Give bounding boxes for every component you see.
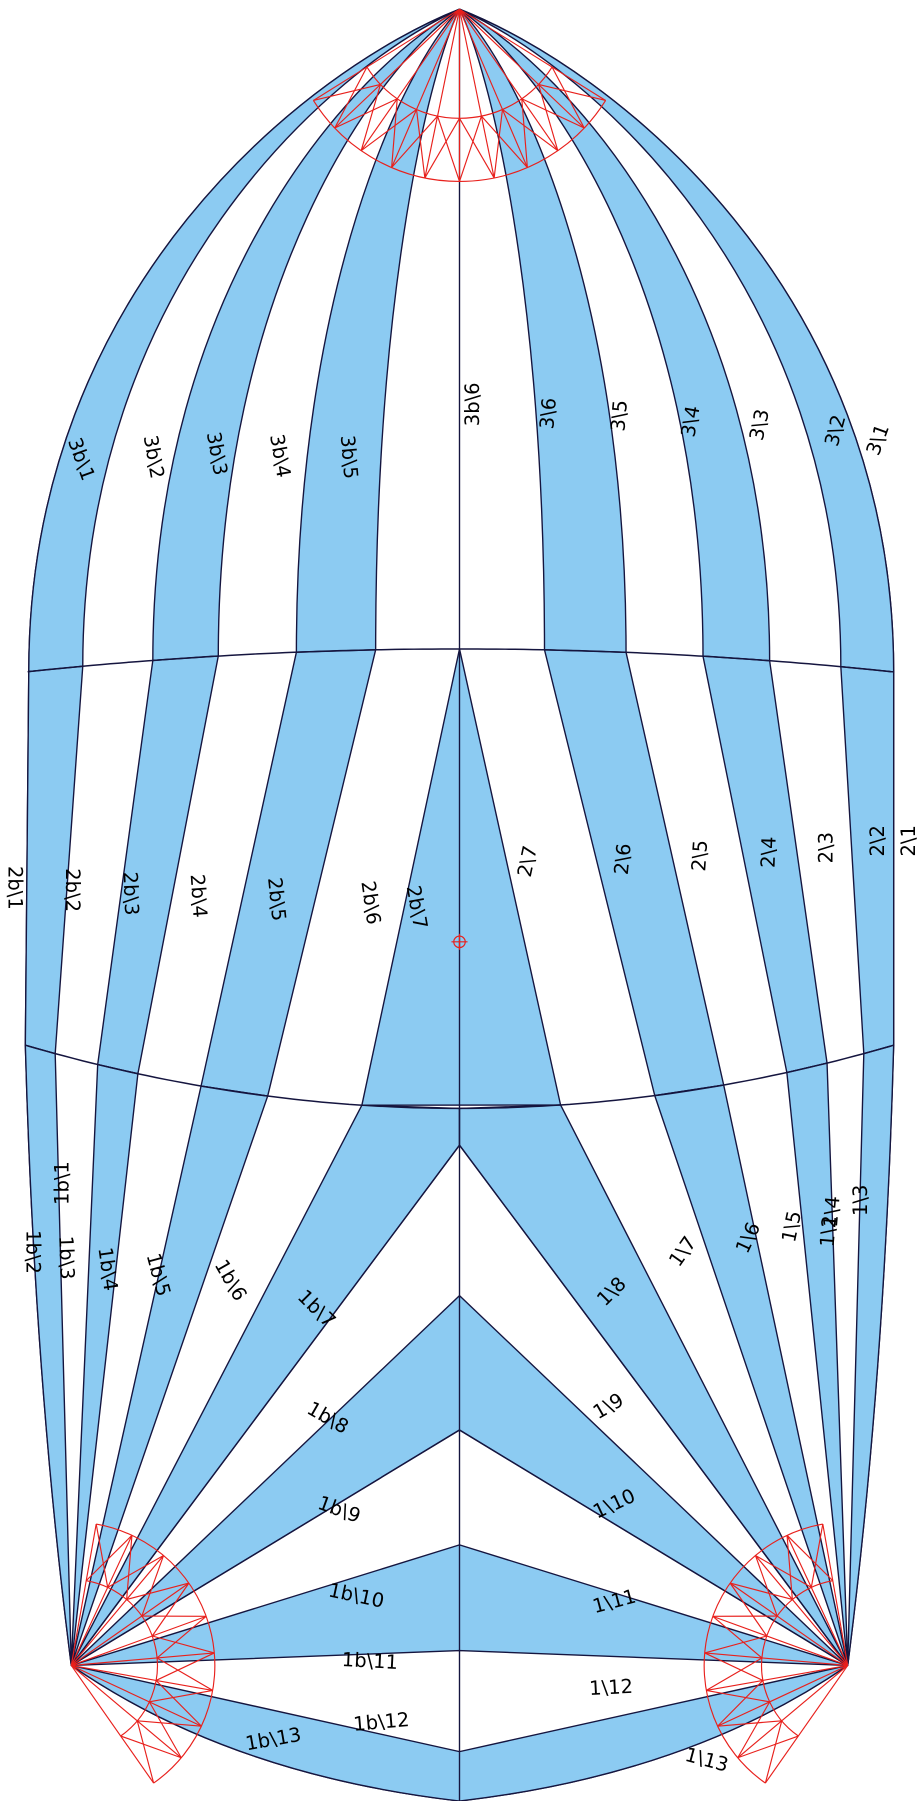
panel-label: 1b\12 bbox=[352, 1708, 410, 1736]
panel-label: 3\6 bbox=[535, 397, 561, 430]
panel-label: 3b\5 bbox=[336, 434, 363, 480]
construction-line bbox=[765, 1721, 781, 1783]
construction-line bbox=[137, 1721, 153, 1783]
panel-label: 1b\2 bbox=[22, 1230, 45, 1274]
panel-label: 1\2 bbox=[816, 1215, 842, 1248]
panel-label: 1b\1 bbox=[51, 1161, 74, 1205]
sail-diagram: 3b\13b\23b\33b\43b\53b\63\63\53\43\33\23… bbox=[0, 0, 919, 1801]
panel-label: 2\6 bbox=[610, 842, 636, 876]
construction-line bbox=[738, 1736, 799, 1758]
panel-label: 2\1 bbox=[897, 825, 919, 856]
panel-label: 2\5 bbox=[687, 839, 712, 872]
panel-label: 1b\3 bbox=[54, 1235, 79, 1280]
panel-label: 1\12 bbox=[589, 1675, 634, 1700]
panel-label: 2\2 bbox=[866, 825, 889, 856]
panel-label: 3\1 bbox=[862, 421, 894, 458]
panel-label: 1b\4 bbox=[93, 1246, 122, 1293]
panel-label: 2b\2 bbox=[61, 868, 84, 912]
panel-label: 2\4 bbox=[757, 836, 781, 868]
panel-label: 1\13 bbox=[683, 1743, 731, 1777]
panel-label: 3\5 bbox=[606, 399, 632, 432]
page: {"panel_labels": ["3b\\1", "3b\\2", "3b\… bbox=[0, 0, 919, 1801]
panel-label: 2b\1 bbox=[3, 866, 26, 910]
panel-label: 3b\6 bbox=[461, 382, 484, 426]
panel-label: 1b\11 bbox=[341, 1648, 398, 1674]
panel-label: 2\3 bbox=[815, 832, 838, 863]
panel-label: 2b\5 bbox=[263, 876, 290, 922]
construction-line bbox=[121, 1736, 182, 1758]
panel-label: 2b\3 bbox=[119, 871, 144, 916]
panel-label: 2b\4 bbox=[186, 873, 212, 918]
panel-label: 1\3 bbox=[849, 1185, 872, 1216]
